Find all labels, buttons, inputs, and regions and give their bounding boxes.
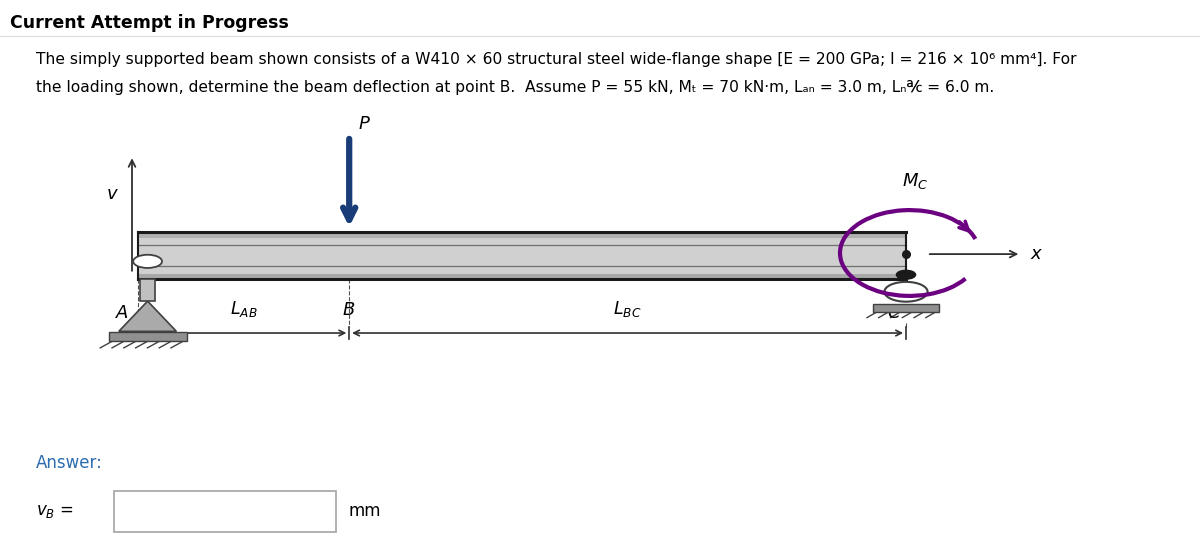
Bar: [138, 232, 906, 238]
Text: $M_C$: $M_C$: [902, 171, 929, 191]
Bar: [874, 305, 940, 312]
Text: The simply supported beam shown consists of a W410 × 60 structural steel wide-fl: The simply supported beam shown consists…: [36, 52, 1076, 67]
Text: v: v: [107, 185, 118, 203]
Text: C: C: [887, 304, 900, 322]
Bar: [139, 279, 156, 301]
Text: mm: mm: [348, 503, 380, 520]
Polygon shape: [119, 301, 176, 331]
Bar: [108, 332, 187, 341]
Text: $L_{BC}$: $L_{BC}$: [613, 299, 642, 319]
Text: $L_{AB}$: $L_{AB}$: [230, 299, 257, 319]
Text: $v_B$ =: $v_B$ =: [36, 503, 73, 520]
Text: P: P: [359, 116, 370, 134]
Bar: [138, 232, 906, 279]
Text: the loading shown, determine the beam deflection at point ​B.​  Assume P = 55 kN: the loading shown, determine the beam de…: [36, 80, 995, 95]
Text: B: B: [343, 301, 355, 319]
Text: A: A: [116, 304, 128, 322]
Bar: [138, 274, 906, 279]
Text: Answer:: Answer:: [36, 454, 103, 472]
Text: Current Attempt in Progress: Current Attempt in Progress: [10, 14, 288, 32]
Text: x: x: [1031, 245, 1042, 263]
Circle shape: [896, 270, 916, 279]
Bar: [114, 491, 336, 532]
Circle shape: [133, 255, 162, 268]
Circle shape: [884, 282, 928, 301]
